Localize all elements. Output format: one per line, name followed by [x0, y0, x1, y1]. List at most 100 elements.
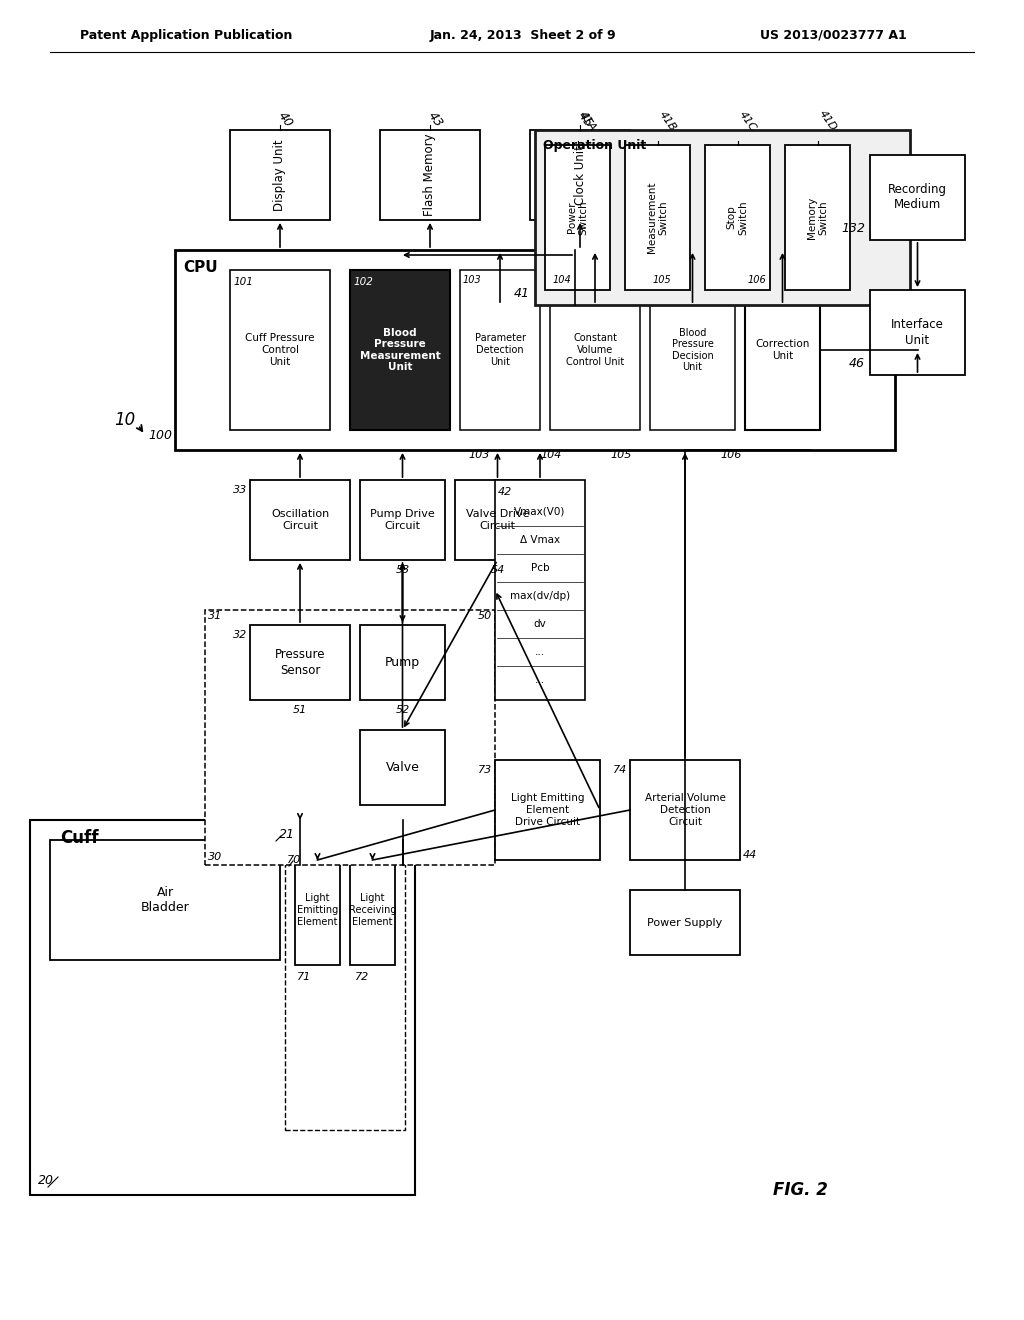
Text: 46: 46	[849, 356, 865, 370]
Bar	[745, 271, 820, 430]
Text: 50: 50	[478, 611, 492, 620]
Text: Vmax(V0): Vmax(V0)	[514, 507, 565, 517]
Text: Parameter
Detection
Unit: Parameter Detection Unit	[474, 334, 525, 367]
Text: Recording
Medium: Recording Medium	[888, 183, 947, 211]
Text: 105: 105	[610, 450, 632, 459]
Bar	[230, 271, 330, 430]
Text: 20: 20	[38, 1173, 54, 1187]
Bar	[545, 145, 610, 290]
Text: Blood
Pressure
Decision
Unit: Blood Pressure Decision Unit	[672, 327, 714, 372]
Text: 106: 106	[720, 450, 741, 459]
Text: Air
Bladder: Air Bladder	[140, 886, 189, 913]
Text: 41C: 41C	[737, 110, 758, 133]
Bar	[535, 129, 910, 305]
Text: 106: 106	[748, 275, 767, 285]
Text: ...: ...	[535, 675, 545, 685]
Bar	[705, 145, 770, 290]
Text: 43: 43	[425, 110, 444, 131]
Bar	[360, 624, 445, 700]
Bar	[550, 271, 640, 430]
Text: Cuff Pressure
Control
Unit: Cuff Pressure Control Unit	[246, 334, 314, 367]
Text: FIG. 2: FIG. 2	[772, 1181, 827, 1199]
Text: 102: 102	[353, 277, 373, 286]
Text: Flash Memory: Flash Memory	[424, 133, 436, 216]
Text: Pressure
Sensor: Pressure Sensor	[274, 648, 326, 676]
Text: 41: 41	[514, 286, 530, 300]
Bar	[530, 129, 630, 220]
Bar	[455, 480, 540, 560]
Bar	[50, 840, 280, 960]
Text: 74: 74	[612, 766, 627, 775]
Text: 104: 104	[553, 275, 571, 285]
Text: Cuff: Cuff	[60, 829, 98, 847]
Bar	[175, 249, 895, 450]
Bar	[870, 290, 965, 375]
Text: Light
Receiving
Element: Light Receiving Element	[349, 894, 396, 927]
Bar	[230, 129, 330, 220]
Text: Pcb: Pcb	[530, 564, 549, 573]
Text: 103: 103	[463, 275, 481, 285]
Text: 73: 73	[478, 766, 492, 775]
Text: 132: 132	[841, 222, 865, 235]
Bar	[360, 730, 445, 805]
Bar	[350, 271, 450, 430]
Text: US 2013/0023777 A1: US 2013/0023777 A1	[760, 29, 906, 41]
Text: 41B: 41B	[657, 110, 678, 133]
Text: Display Unit: Display Unit	[273, 139, 287, 211]
Text: CPU: CPU	[183, 260, 218, 276]
Text: Constant
Volume
Control Unit: Constant Volume Control Unit	[566, 334, 624, 367]
Text: 100: 100	[148, 429, 172, 442]
Text: 52: 52	[395, 705, 410, 715]
Text: Light Emitting
Element
Drive Circuit: Light Emitting Element Drive Circuit	[511, 793, 585, 826]
Text: Power
Switch: Power Switch	[566, 201, 589, 235]
Bar	[495, 480, 585, 700]
Text: Blood
Pressure
Measurement
Unit: Blood Pressure Measurement Unit	[359, 327, 440, 372]
Bar	[650, 271, 735, 430]
Text: Δ Vmax: Δ Vmax	[520, 535, 560, 545]
Text: 51: 51	[293, 705, 307, 715]
Text: 105: 105	[653, 275, 672, 285]
Bar	[350, 855, 395, 965]
Bar	[870, 154, 965, 240]
Text: Interface
Unit: Interface Unit	[891, 318, 944, 346]
Bar	[785, 145, 850, 290]
Bar	[460, 271, 540, 430]
Bar	[30, 820, 415, 1195]
Bar	[630, 760, 740, 861]
Bar	[495, 760, 600, 861]
Text: Valve Drive
Circuit: Valve Drive Circuit	[466, 510, 529, 531]
Bar	[295, 855, 340, 965]
Text: 44: 44	[743, 850, 758, 861]
Text: 70: 70	[287, 855, 301, 865]
Text: Light
Emitting
Element: Light Emitting Element	[297, 894, 338, 927]
Text: 21: 21	[279, 829, 295, 842]
Text: 31: 31	[208, 611, 222, 620]
Bar	[380, 129, 480, 220]
Text: 71: 71	[297, 972, 311, 982]
Text: 101: 101	[233, 277, 253, 286]
Text: 53: 53	[395, 565, 410, 576]
Text: 33: 33	[232, 484, 247, 495]
Text: Oscillation
Circuit: Oscillation Circuit	[271, 510, 329, 531]
Text: 40: 40	[275, 110, 295, 131]
Bar	[205, 610, 495, 865]
Text: 32: 32	[232, 630, 247, 640]
Text: Patent Application Publication: Patent Application Publication	[80, 29, 293, 41]
Text: 41A: 41A	[578, 110, 598, 133]
Text: Jan. 24, 2013  Sheet 2 of 9: Jan. 24, 2013 Sheet 2 of 9	[430, 29, 616, 41]
Bar	[250, 624, 350, 700]
Text: Power Supply: Power Supply	[647, 917, 723, 928]
Bar	[625, 145, 690, 290]
Text: Clock Unit: Clock Unit	[573, 145, 587, 205]
Bar	[630, 890, 740, 954]
Text: ...: ...	[535, 647, 545, 657]
Text: max(dv/dp): max(dv/dp)	[510, 591, 570, 601]
Text: 42: 42	[498, 487, 512, 498]
Bar	[250, 480, 350, 560]
Text: 41D: 41D	[817, 108, 839, 133]
Bar	[360, 480, 445, 560]
Text: Operation Unit: Operation Unit	[543, 139, 646, 152]
Text: Pump: Pump	[385, 656, 420, 669]
Text: Correction
Unit: Correction Unit	[756, 339, 810, 360]
Text: Stop
Switch: Stop Switch	[727, 201, 749, 235]
